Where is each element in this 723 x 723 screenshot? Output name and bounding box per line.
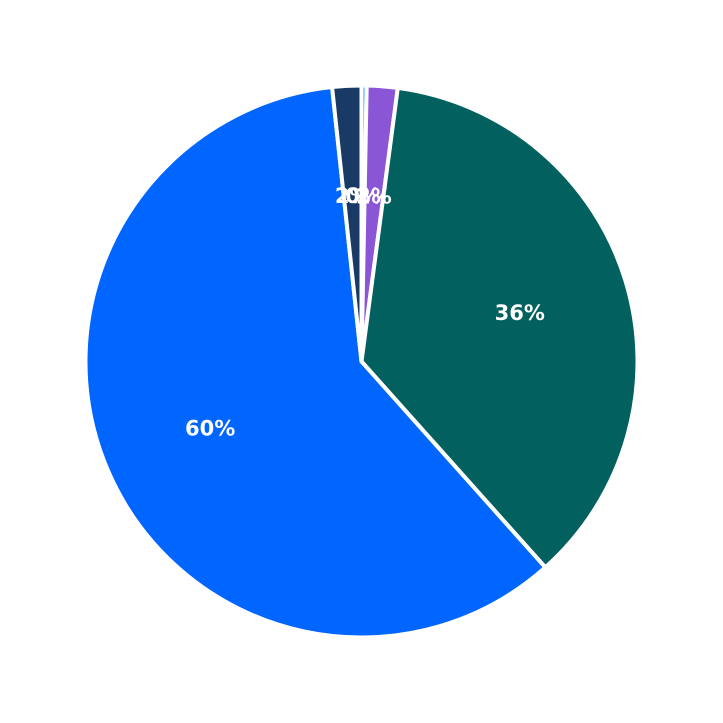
pie-slice bbox=[359, 85, 640, 570]
labels-layer: 0%2% 36% 60% 2% bbox=[185, 184, 545, 441]
pie-slice bbox=[83, 85, 548, 640]
slice-label: 0% bbox=[345, 184, 381, 208]
slice-label: 2% bbox=[335, 184, 371, 208]
pie-slice bbox=[330, 83, 364, 364]
slices-layer bbox=[83, 83, 640, 640]
slice-label: 2% bbox=[356, 184, 392, 208]
slice-label: 60% bbox=[185, 417, 235, 441]
slice-label: 36% bbox=[495, 301, 545, 325]
